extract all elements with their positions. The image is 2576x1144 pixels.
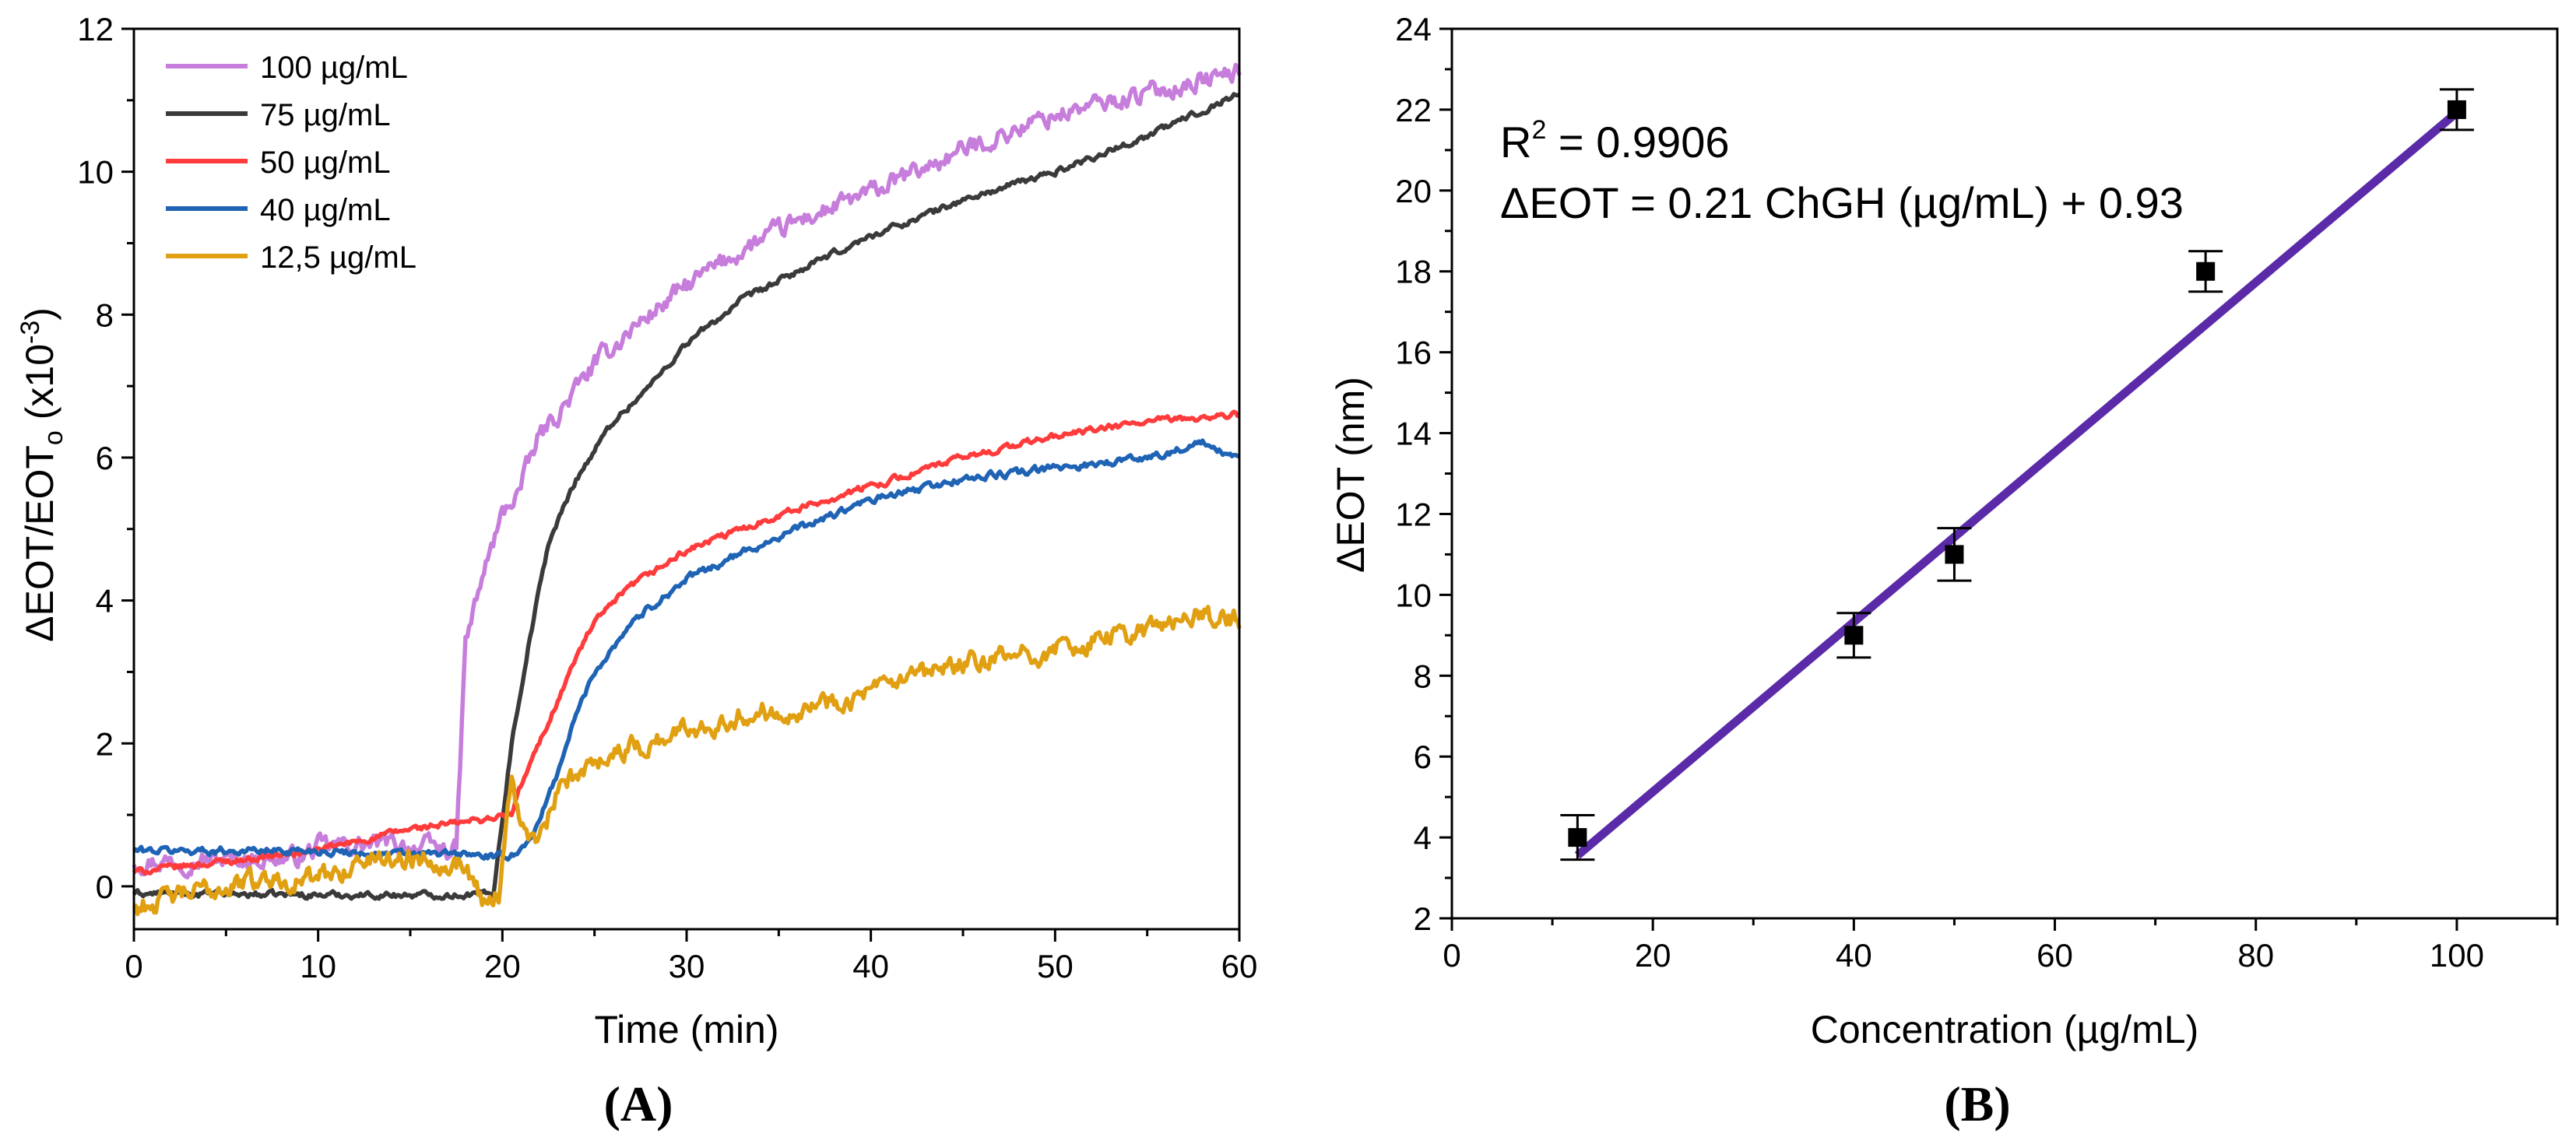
panel-b-fit-line-group <box>1574 109 2460 859</box>
panel-a-x-tick-label: 30 <box>669 948 705 984</box>
panel-a-x-axis-label: Time (min) <box>594 1008 778 1051</box>
panel-a-x-tick-label: 60 <box>1221 948 1258 984</box>
panel-a-x-tick-label: 50 <box>1037 948 1074 984</box>
legend-label: 12,5 µg/mL <box>260 240 416 275</box>
legend-label: 100 µg/mL <box>260 51 408 85</box>
panel-b-points <box>1560 88 2474 862</box>
r-squared-annotation: R2 = 0.9906 <box>1500 115 1729 167</box>
panel-a-legend: 100 µg/mL 75 µg/mL 50 µg/mL 40 µg/mL 12,5 µg… <box>166 51 416 275</box>
panel-b-y-tick-label: 16 <box>1395 335 1432 371</box>
panel-b-y-tick-label: 4 <box>1414 819 1432 856</box>
panel-a-ticks: 0 10 20 30 40 50 60 0 2 4 6 8 10 12 <box>77 11 1257 984</box>
panel-b-x-tick-label: 60 <box>2037 937 2073 974</box>
panel-b-letter: (B) <box>1944 1076 2010 1132</box>
legend-label: 50 µg/mL <box>260 146 391 180</box>
panel-b-x-axis-label: Concentration (µg/mL) <box>1811 1008 2198 1051</box>
data-point <box>1945 545 1964 564</box>
panel-b-x-tick-label: 0 <box>1443 937 1460 974</box>
panel-b-fit-line <box>1574 109 2460 859</box>
panel-b-y-tick-label: 8 <box>1414 658 1432 694</box>
panel-a-x-tick-label: 10 <box>300 948 336 984</box>
panel-b-y-tick-label: 2 <box>1414 900 1432 937</box>
panel-a-series-line <box>132 62 1242 880</box>
panel-a-y-tick-label: 12 <box>77 11 114 47</box>
panel-b-x-tick-label: 100 <box>2430 937 2484 974</box>
panel-b-y-tick-label: 10 <box>1395 577 1432 613</box>
panel-a-frame <box>132 27 1241 931</box>
panel-a-y-tick-label: 2 <box>96 725 114 762</box>
data-point <box>2447 100 2466 119</box>
panel-a-y-tick-label: 4 <box>96 583 114 619</box>
panel-a-y-tick-label: 8 <box>96 297 114 333</box>
panel-a-series-line <box>132 438 1240 862</box>
panel-b-y-tick-label: 6 <box>1414 739 1432 775</box>
chart-panel-a: 0 10 20 30 40 50 60 0 2 4 6 8 10 12 100 µg/mL 75 µg/mL… <box>16 11 1257 1132</box>
panel-a-series-line <box>132 605 1242 917</box>
panel-b-y-tick-label: 18 <box>1395 254 1432 290</box>
panel-a-letter: (A) <box>604 1076 673 1132</box>
panel-b-x-tick-label: 80 <box>2237 937 2274 974</box>
panel-b-frame <box>1450 27 2559 920</box>
panel-b-y-tick-label: 20 <box>1395 173 1432 209</box>
panel-b-x-tick-label: 20 <box>1635 937 1671 974</box>
panel-a-x-tick-label: 20 <box>484 948 521 984</box>
panel-a-y-tick-label: 0 <box>96 869 114 905</box>
panel-b-y-axis-label: ΔEOT (nm) <box>1329 377 1372 573</box>
panel-a-series-line <box>132 92 1240 901</box>
legend-label: 75 µg/mL <box>260 98 391 132</box>
panel-a-series <box>132 62 1242 917</box>
panel-a-x-tick-label: 0 <box>125 948 142 984</box>
panel-b-y-tick-label: 22 <box>1395 92 1432 128</box>
data-point <box>2196 261 2216 281</box>
panel-b-y-tick-label: 12 <box>1395 496 1432 532</box>
panel-b-x-tick-label: 40 <box>1836 937 1872 974</box>
panel-a-series-line <box>132 409 1241 876</box>
panel-a-x-tick-label: 40 <box>852 948 889 984</box>
data-point <box>1844 626 1864 645</box>
panel-a-y-tick-label: 10 <box>77 154 114 191</box>
panel-a-y-axis-label: ΔEOT/EOTo (x10-3) <box>16 307 69 642</box>
data-point <box>1568 828 1587 847</box>
panel-b-y-tick-label: 24 <box>1395 11 1432 47</box>
legend-label: 40 µg/mL <box>260 193 391 227</box>
panel-b-y-tick-label: 14 <box>1395 416 1432 452</box>
panel-a-y-tick-label: 6 <box>96 440 114 476</box>
fit-equation-annotation: ΔEOT = 0.21 ChGH (µg/mL) + 0.93 <box>1500 178 2184 227</box>
